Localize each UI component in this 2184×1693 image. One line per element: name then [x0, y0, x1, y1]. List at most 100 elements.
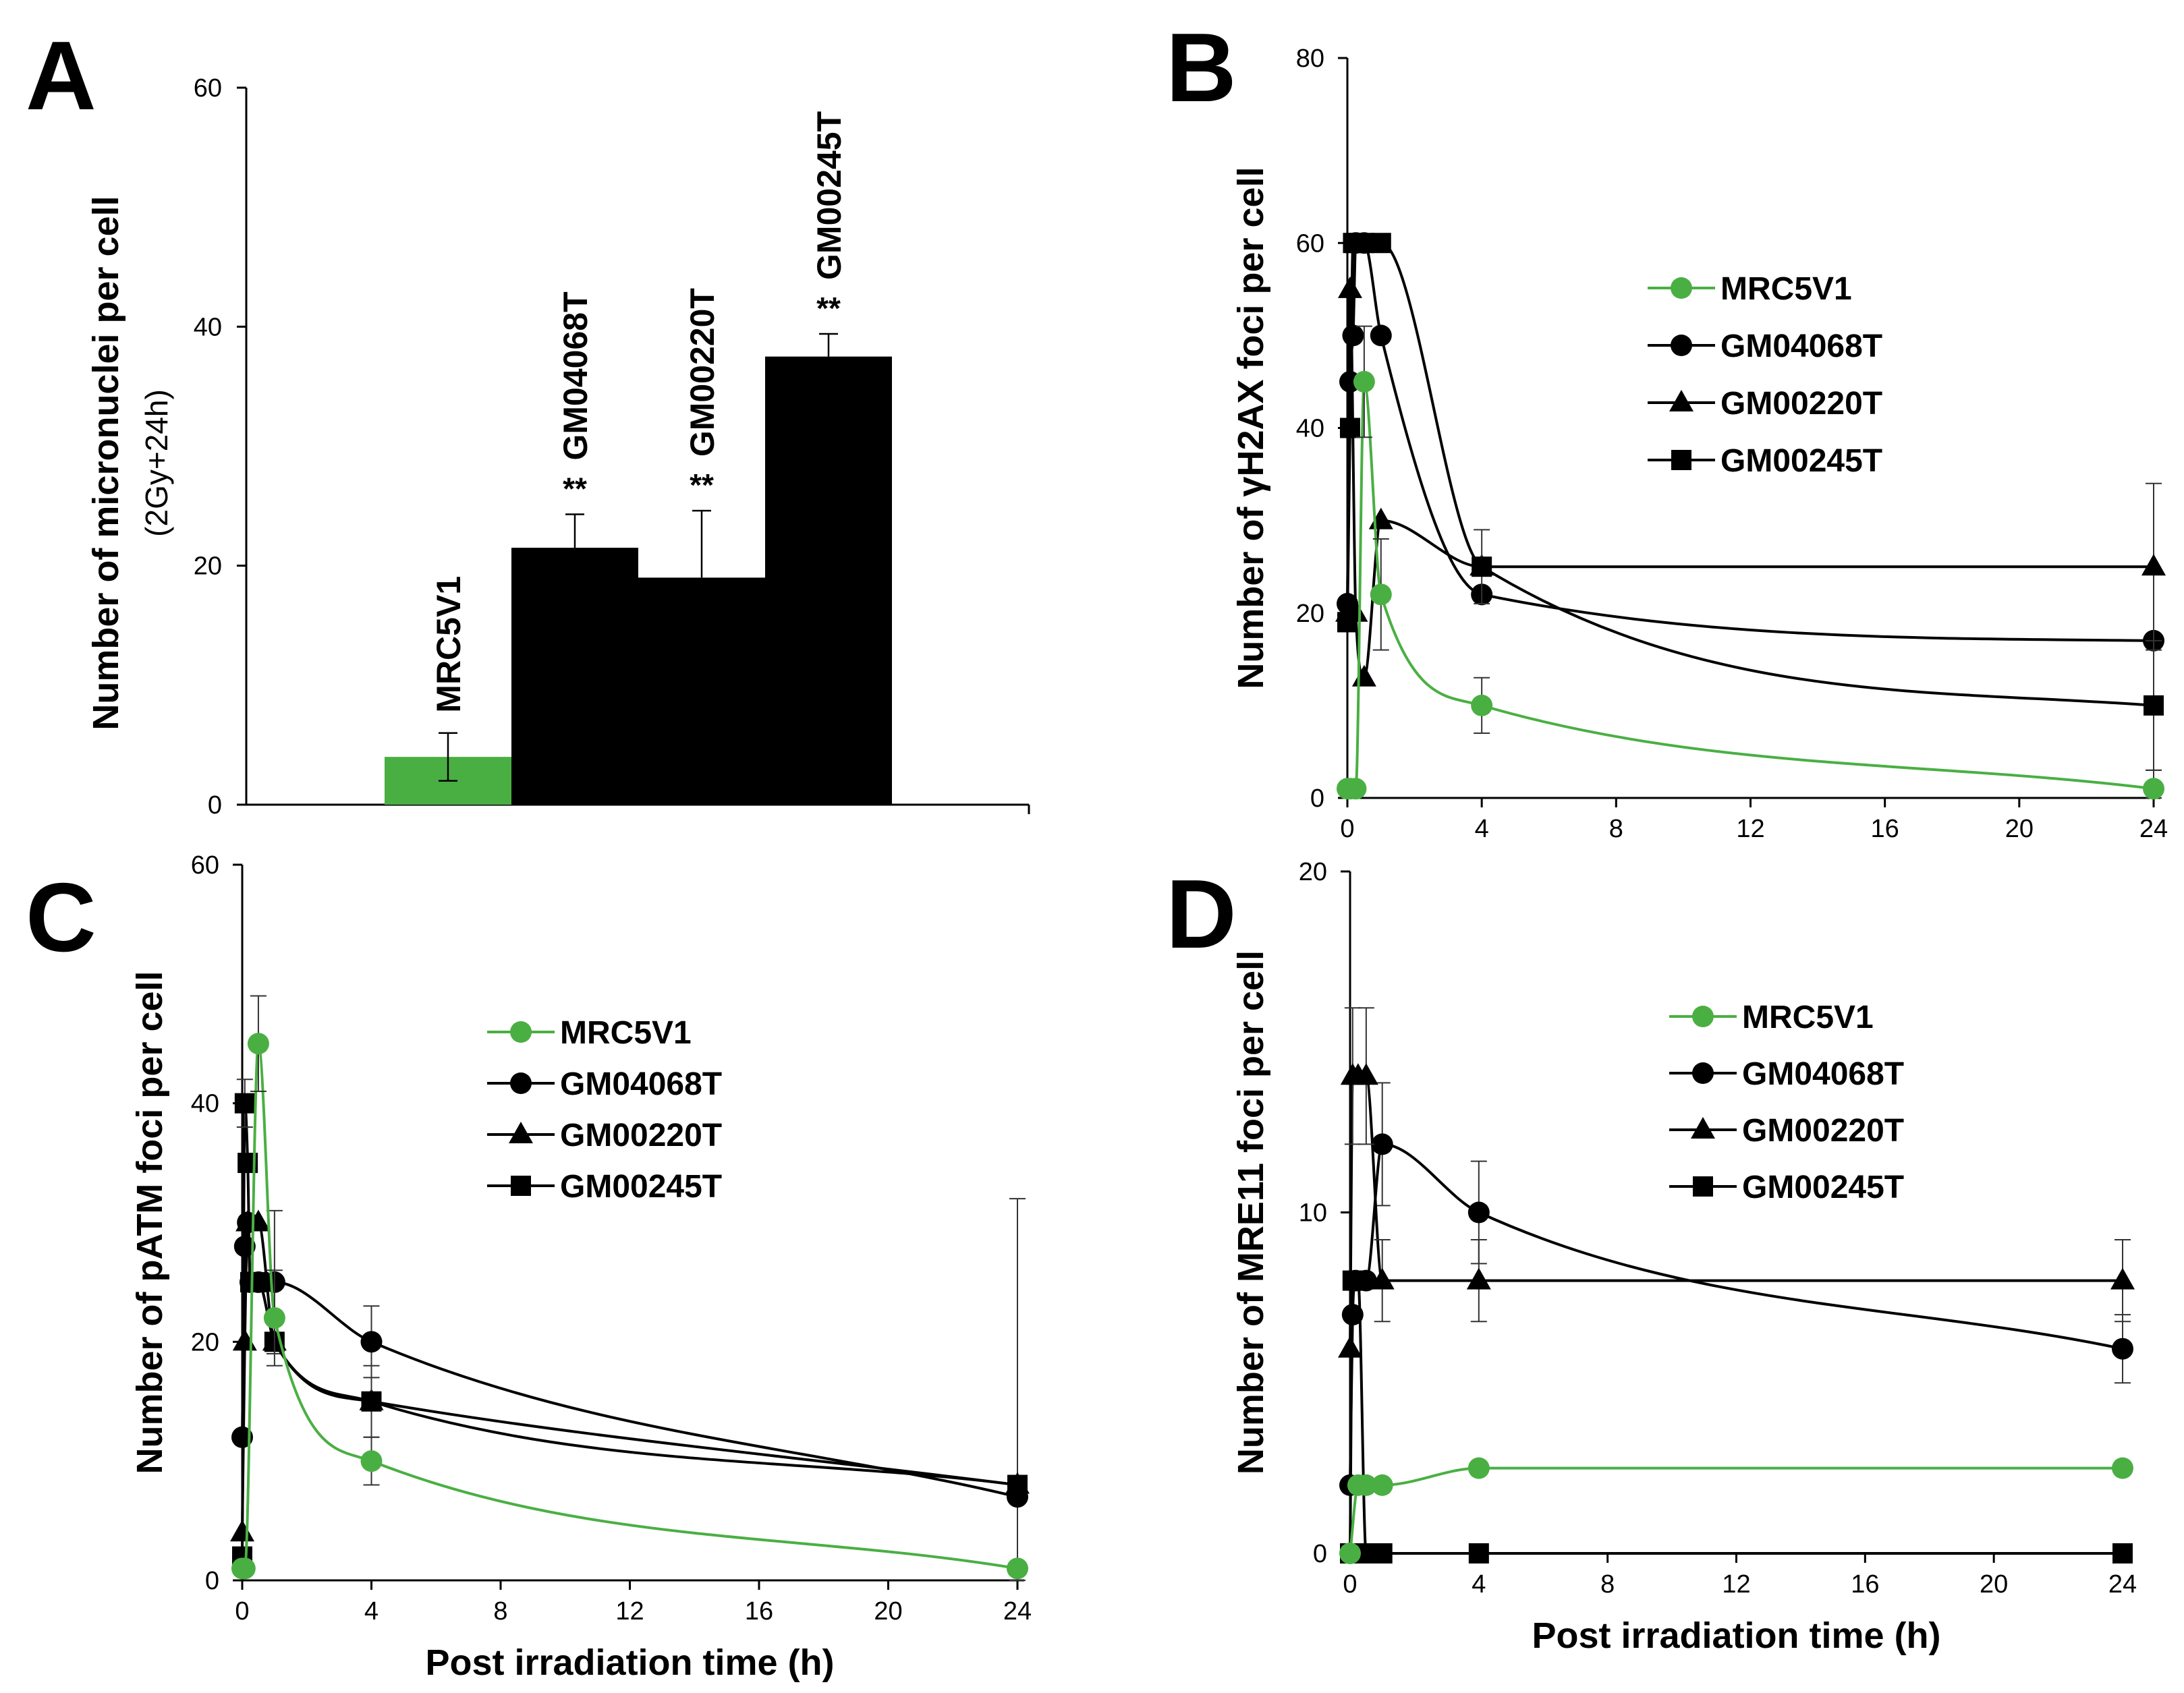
- y-axis-title: Number of pATM foci per cell: [130, 971, 170, 1474]
- x-tick-label: 0: [235, 1597, 249, 1626]
- panel-c-patm-chart: C 0 20 40 60 0 4 8 12 16 20 24 Number of pATM foci p…: [26, 851, 1032, 1683]
- legend-label-gm00245t: GM00245T: [1720, 443, 1882, 479]
- legend-marker-gm04068t: [510, 1072, 532, 1094]
- data-point-gm00245t: [1339, 418, 1360, 438]
- x-tick-label: 16: [1851, 1570, 1879, 1599]
- bar-label-gm00245t: GM00245T: [810, 111, 848, 280]
- series-mrc5v1: [231, 995, 1028, 1580]
- legend-marker-mrc5v1: [510, 1021, 532, 1043]
- data-point-gm00220t: [1353, 1063, 1378, 1085]
- legend-label-mrc5v1: MRC5V1: [1720, 271, 1852, 307]
- y-axis-title: Number of MRE11 foci per cell: [1231, 950, 1271, 1474]
- x-tick-label: 8: [1609, 815, 1623, 843]
- data-point-gm00245t: [2112, 1543, 2133, 1563]
- y-tick-label: 40: [1296, 415, 1324, 443]
- series-line-mrc5v1: [242, 1042, 1018, 1570]
- data-point-gm00220t: [1351, 664, 1376, 687]
- x-tick-label: 20: [2005, 815, 2034, 843]
- data-point-gm00220t: [2141, 554, 2166, 576]
- x-tick-label: 16: [745, 1597, 773, 1626]
- bar-label-gm04068t: GM04068T: [557, 291, 594, 460]
- legend: MRC5V1 GM04068T GM00220T GM00245T: [1669, 1000, 1904, 1205]
- series-mrc5v1: [1339, 1457, 2133, 1564]
- x-tick-label: 16: [1871, 815, 1899, 843]
- data-point-mrc5v1: [1371, 1474, 1393, 1496]
- x-tick-label: 8: [1600, 1570, 1615, 1599]
- x-tick-label: 24: [2108, 1570, 2137, 1599]
- series-line-gm00220t: [1349, 1074, 2123, 1349]
- panel-letter-b: B: [1166, 13, 1237, 122]
- data-point-mrc5v1: [1007, 1557, 1028, 1580]
- x-tick-label: 12: [1736, 815, 1764, 843]
- panel-letter-a: A: [26, 21, 96, 130]
- legend-label-gm00245t: GM00245T: [560, 1169, 722, 1205]
- significance-marker: **: [690, 467, 714, 503]
- legend-marker-gm00220t: [1691, 1117, 1715, 1139]
- series-gm00245t: [1340, 1270, 2133, 1563]
- y-axis-subtitle: (2Gy+24h): [139, 389, 174, 537]
- data-point-gm00245t: [1468, 1543, 1489, 1563]
- y-axis-title: Number of γH2AX foci per cell: [1231, 167, 1271, 689]
- legend-marker-gm00245t: [1671, 450, 1691, 470]
- data-point-mrc5v1: [1355, 1474, 1377, 1496]
- legend-label-gm04068t: GM04068T: [1742, 1056, 1904, 1092]
- legend-label-gm00220t: GM00220T: [560, 1118, 722, 1153]
- significance-marker: **: [816, 291, 841, 326]
- legend-label-gm00245t: GM00245T: [1742, 1170, 1904, 1205]
- legend-marker-mrc5v1: [1692, 1006, 1714, 1027]
- legend-label-mrc5v1: MRC5V1: [560, 1015, 692, 1051]
- bar-gm00220t: [638, 577, 765, 805]
- legend-marker-gm00220t: [509, 1122, 533, 1143]
- series-gm04068t: [1339, 1082, 2133, 1496]
- bar-label-mrc5v1: MRC5V1: [430, 576, 468, 713]
- data-point-gm00245t: [1370, 233, 1391, 254]
- legend-marker-gm00245t: [511, 1176, 531, 1196]
- data-point-gm00220t: [2110, 1267, 2135, 1290]
- y-tick-label: 10: [1299, 1199, 1327, 1228]
- legend: MRC5V1 GM04068T GM00220T GM00245T: [1648, 271, 1882, 479]
- panel-letter-d: D: [1166, 859, 1237, 969]
- y-tick-label: 0: [1310, 784, 1324, 813]
- series-mrc5v1: [1337, 325, 2164, 800]
- data-point-gm00245t: [361, 1391, 382, 1412]
- data-point-mrc5v1: [1353, 370, 1375, 393]
- legend-label-gm04068t: GM04068T: [560, 1066, 722, 1102]
- x-tick-label: 4: [1472, 1570, 1486, 1599]
- legend-label-gm00220t: GM00220T: [1742, 1113, 1904, 1149]
- y-tick-label: 60: [1296, 229, 1324, 258]
- data-point-gm00245t: [1347, 1270, 1368, 1291]
- data-point-gm04068t: [1342, 324, 1364, 347]
- significance-marker: **: [563, 471, 587, 506]
- data-point-gm00245t: [2144, 695, 2164, 716]
- bar-gm00245t: [765, 356, 892, 805]
- data-point-mrc5v1: [1471, 694, 1493, 716]
- data-point-gm00245t: [234, 1093, 255, 1114]
- data-point-mrc5v1: [1345, 778, 1367, 800]
- series-line-mrc5v1: [1349, 1466, 2123, 1554]
- x-tick-label: 12: [615, 1597, 644, 1626]
- y-tick-label: 80: [1296, 45, 1324, 73]
- x-tick-label: 12: [1722, 1570, 1750, 1599]
- y-axis-title: Number of micronuclei per cell: [86, 196, 126, 730]
- y-tick-label: 60: [194, 74, 222, 103]
- series-gm04068t: [231, 1198, 1028, 1581]
- data-point-gm04068t: [1371, 1133, 1393, 1155]
- data-point-gm00220t: [1368, 507, 1393, 529]
- bar-gm04068t: [511, 548, 638, 805]
- data-point-gm00220t: [1338, 1336, 1362, 1358]
- legend-marker-gm04068t: [1692, 1062, 1714, 1084]
- data-point-gm00220t: [1337, 276, 1362, 298]
- series-gm00220t: [230, 1209, 1030, 1542]
- data-point-gm00245t: [1372, 1543, 1393, 1563]
- x-tick-label: 8: [493, 1597, 507, 1626]
- data-point-gm00245t: [1337, 612, 1357, 633]
- y-tick-label: 0: [1313, 1540, 1327, 1568]
- y-tick-label: 40: [191, 1090, 219, 1118]
- data-point-gm04068t: [2112, 1338, 2133, 1360]
- x-tick-label: 20: [1980, 1570, 2008, 1599]
- legend-label-mrc5v1: MRC5V1: [1742, 1000, 1874, 1035]
- x-tick-label: 24: [2139, 815, 2168, 843]
- series-line-gm00220t: [241, 1221, 1018, 1533]
- legend-marker-gm04068t: [1671, 335, 1692, 356]
